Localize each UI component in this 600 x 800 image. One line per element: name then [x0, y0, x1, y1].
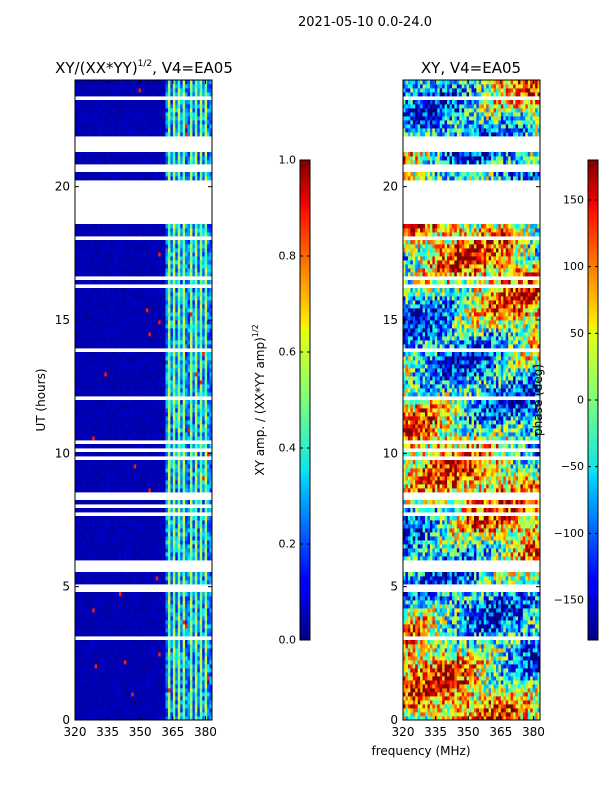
x-tick-label: 350	[457, 725, 480, 739]
x-tick-label: 320	[64, 725, 87, 739]
y-tick-label: 15	[55, 313, 70, 327]
amp-label-exponent: 1/2	[251, 324, 260, 337]
y-tick-label: 5	[62, 580, 70, 594]
amplitude-colorbar-ticks: 0.0 0.2 0.4 0.6 0.8 1.0	[279, 154, 310, 647]
colorbar-tick-label: 0.2	[279, 538, 297, 551]
colorbar-tick-label: 0.6	[279, 346, 297, 359]
amp-label-main: XY amp. / (XX*YY amp)	[253, 337, 267, 475]
left-ylabel: UT (hours)	[34, 368, 48, 431]
x-tick-label: 350	[129, 725, 152, 739]
x-tick-label: 380	[522, 725, 545, 739]
y-tick-label: 5	[390, 580, 398, 594]
right-axis-ticks: 320 335 350 365 380 0 5 10 15 20	[383, 80, 545, 739]
amplitude-colorbar-label: XY amp. / (XX*YY amp)1/2	[251, 324, 267, 475]
colorbar-tick-label: 50	[570, 327, 584, 340]
left-axis-ticks: 320 335 350 365 380 0 5 10 15 20	[55, 80, 217, 739]
colorbar-tick-label: 1.0	[279, 154, 297, 167]
figure-suptitle: 2021-05-10 0.0-24.0	[298, 15, 432, 30]
colorbar-tick-label: 0	[577, 394, 584, 407]
colorbar-tick-label: 0.4	[279, 442, 297, 455]
colorbar-tick-label: −150	[554, 594, 584, 607]
colorbar-tick-label: 0.8	[279, 250, 297, 263]
y-tick-label: 0	[390, 713, 398, 727]
y-tick-label: 10	[383, 446, 398, 460]
y-tick-label: 20	[55, 180, 70, 194]
x-tick-label: 380	[194, 725, 217, 739]
colorbar-tick-label: 150	[563, 194, 584, 207]
right-axes-frame	[402, 79, 541, 721]
left-axes-frame	[74, 79, 213, 721]
left-title-exponent: 1/2	[138, 59, 152, 69]
left-heatmap	[75, 80, 212, 720]
phase-colorbar-label: phase (deg)	[531, 364, 545, 436]
left-title-main: XY/(XX*YY)	[55, 59, 138, 77]
colorbar-tick-label: −50	[561, 460, 584, 473]
x-tick-label: 320	[392, 725, 415, 739]
y-tick-label: 0	[62, 713, 70, 727]
phase-colorbar-ticks: −150 −100 −50 0 50 100 150	[554, 194, 598, 607]
x-tick-label: 365	[489, 725, 512, 739]
shared-xlabel: frequency (MHz)	[371, 744, 470, 758]
colorbar-tick-label: 100	[563, 260, 584, 273]
right-heatmap	[403, 80, 540, 720]
y-tick-label: 10	[55, 446, 70, 460]
y-tick-label: 20	[383, 180, 398, 194]
colorbar-tick-label: 0.0	[279, 634, 297, 647]
x-tick-label: 335	[96, 725, 119, 739]
x-tick-label: 335	[424, 725, 447, 739]
x-tick-label: 365	[161, 725, 184, 739]
left-panel-title: XY/(XX*YY)1/2, V4=EA05	[55, 59, 233, 77]
y-tick-label: 15	[383, 313, 398, 327]
right-panel-title: XY, V4=EA05	[421, 59, 521, 77]
left-title-tail: , V4=EA05	[152, 59, 233, 77]
amplitude-colorbar	[299, 159, 311, 641]
colorbar-tick-label: −100	[554, 527, 584, 540]
